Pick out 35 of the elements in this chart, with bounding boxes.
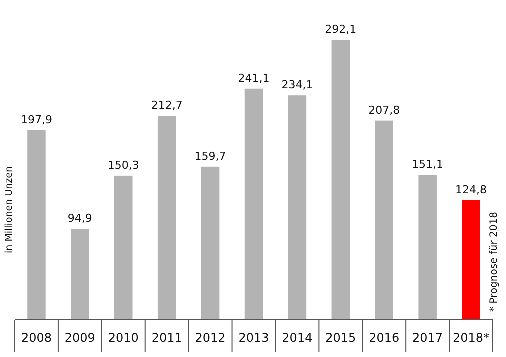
bar bbox=[201, 166, 220, 320]
data-label: 159,7 bbox=[194, 150, 226, 163]
data-label: 197,9 bbox=[20, 113, 52, 126]
x-tick-label: 2016 bbox=[369, 331, 400, 345]
x-tick-label: 2013 bbox=[238, 331, 270, 345]
data-label: 292,1 bbox=[325, 23, 357, 36]
data-label: 94,9 bbox=[68, 212, 92, 226]
x-tick-label: 2008 bbox=[21, 331, 52, 345]
bar bbox=[71, 229, 90, 320]
x-tick-label: 2014 bbox=[282, 331, 313, 345]
data-label: 212,7 bbox=[151, 99, 183, 112]
data-label: 234,1 bbox=[282, 78, 314, 92]
data-label: 241,1 bbox=[238, 72, 270, 85]
x-tick-label: 2012 bbox=[195, 331, 226, 345]
bar bbox=[114, 176, 133, 320]
bar bbox=[28, 130, 46, 320]
y-axis-title: in Millionen Unzen bbox=[4, 166, 15, 254]
bar bbox=[375, 120, 394, 320]
x-tick-label: 2010 bbox=[108, 331, 139, 345]
data-label: 207,8 bbox=[368, 104, 400, 117]
bar bbox=[244, 88, 264, 320]
bar bbox=[462, 200, 480, 320]
x-tick-label: 2011 bbox=[152, 331, 182, 345]
x-tick-label: 2015 bbox=[326, 331, 356, 345]
x-tick-label: 2018* bbox=[453, 331, 490, 345]
data-label: 150,3 bbox=[108, 158, 140, 172]
annotation: * Prognose für 2018 bbox=[489, 212, 500, 312]
bar bbox=[418, 175, 437, 320]
x-tick-label: 2009 bbox=[64, 331, 96, 345]
data-label: 124,8 bbox=[456, 183, 488, 196]
data-label: 151,1 bbox=[412, 158, 444, 172]
bar bbox=[158, 116, 176, 320]
bar bbox=[288, 96, 307, 320]
bar bbox=[332, 40, 350, 320]
x-tick-label: 2017 bbox=[412, 331, 444, 345]
